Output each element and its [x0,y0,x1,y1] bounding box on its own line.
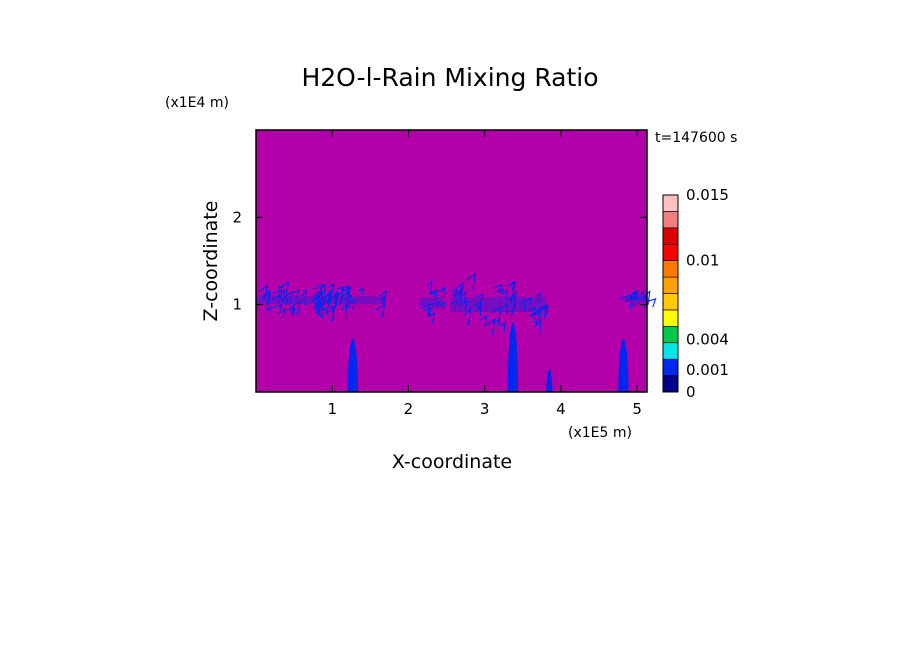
x-tick-label: 2 [404,400,414,418]
rain-shaft [507,322,518,392]
y-axis-label: Z-coordinate [200,201,222,322]
colorbar-segment [662,260,679,278]
colorbar-label: 0 [686,383,696,401]
rain-shaft [347,337,358,392]
colorbar-label: 0.01 [686,252,719,270]
colorbar-segment [662,276,679,294]
rain-layer [620,289,657,310]
chart-title: H2O-l-Rain Mixing Ratio [301,63,598,92]
x-axis-ticks: 1 2 3 4 5 [327,130,642,418]
colorbar-segment [662,358,679,376]
colorbar-segment [662,194,679,212]
colorbar-segment [662,227,679,245]
rain-layer [256,281,388,322]
colorbar-segment [662,326,679,344]
colorbar-frame [662,194,679,393]
x-unit-label: (x1E5 m) [568,425,632,441]
colorbar: 0.015 0.01 0.004 0.001 0 [662,186,729,401]
rain-layer [419,279,446,324]
colorbar-segment [662,211,679,229]
time-label: t=147600 s [655,130,737,146]
y-tick-label: 1 [232,296,242,314]
x-tick-label: 3 [480,400,490,418]
x-tick-label: 4 [556,400,566,418]
rain-layer [450,272,549,336]
colorbar-label: 0.004 [686,330,729,348]
plot-background [256,130,647,392]
colorbar-segment [662,342,679,360]
colorbar-segment [662,309,679,327]
y-tick-label: 2 [232,208,242,226]
plot-frame [255,129,648,393]
y-axis-ticks: 12 [232,208,647,314]
y-unit-label: (x1E4 m) [165,95,229,111]
rain-shaft [618,337,629,392]
colorbar-segment [662,243,679,261]
colorbar-label: 0.001 [686,361,729,379]
rain-features [256,272,657,392]
colorbar-segment [662,293,679,311]
colorbar-segment [662,375,679,393]
x-tick-label: 1 [327,400,337,418]
rain-shaft [546,367,553,392]
x-axis-label: X-coordinate [392,451,512,473]
colorbar-label: 0.015 [686,186,729,204]
x-tick-label: 5 [632,400,642,418]
